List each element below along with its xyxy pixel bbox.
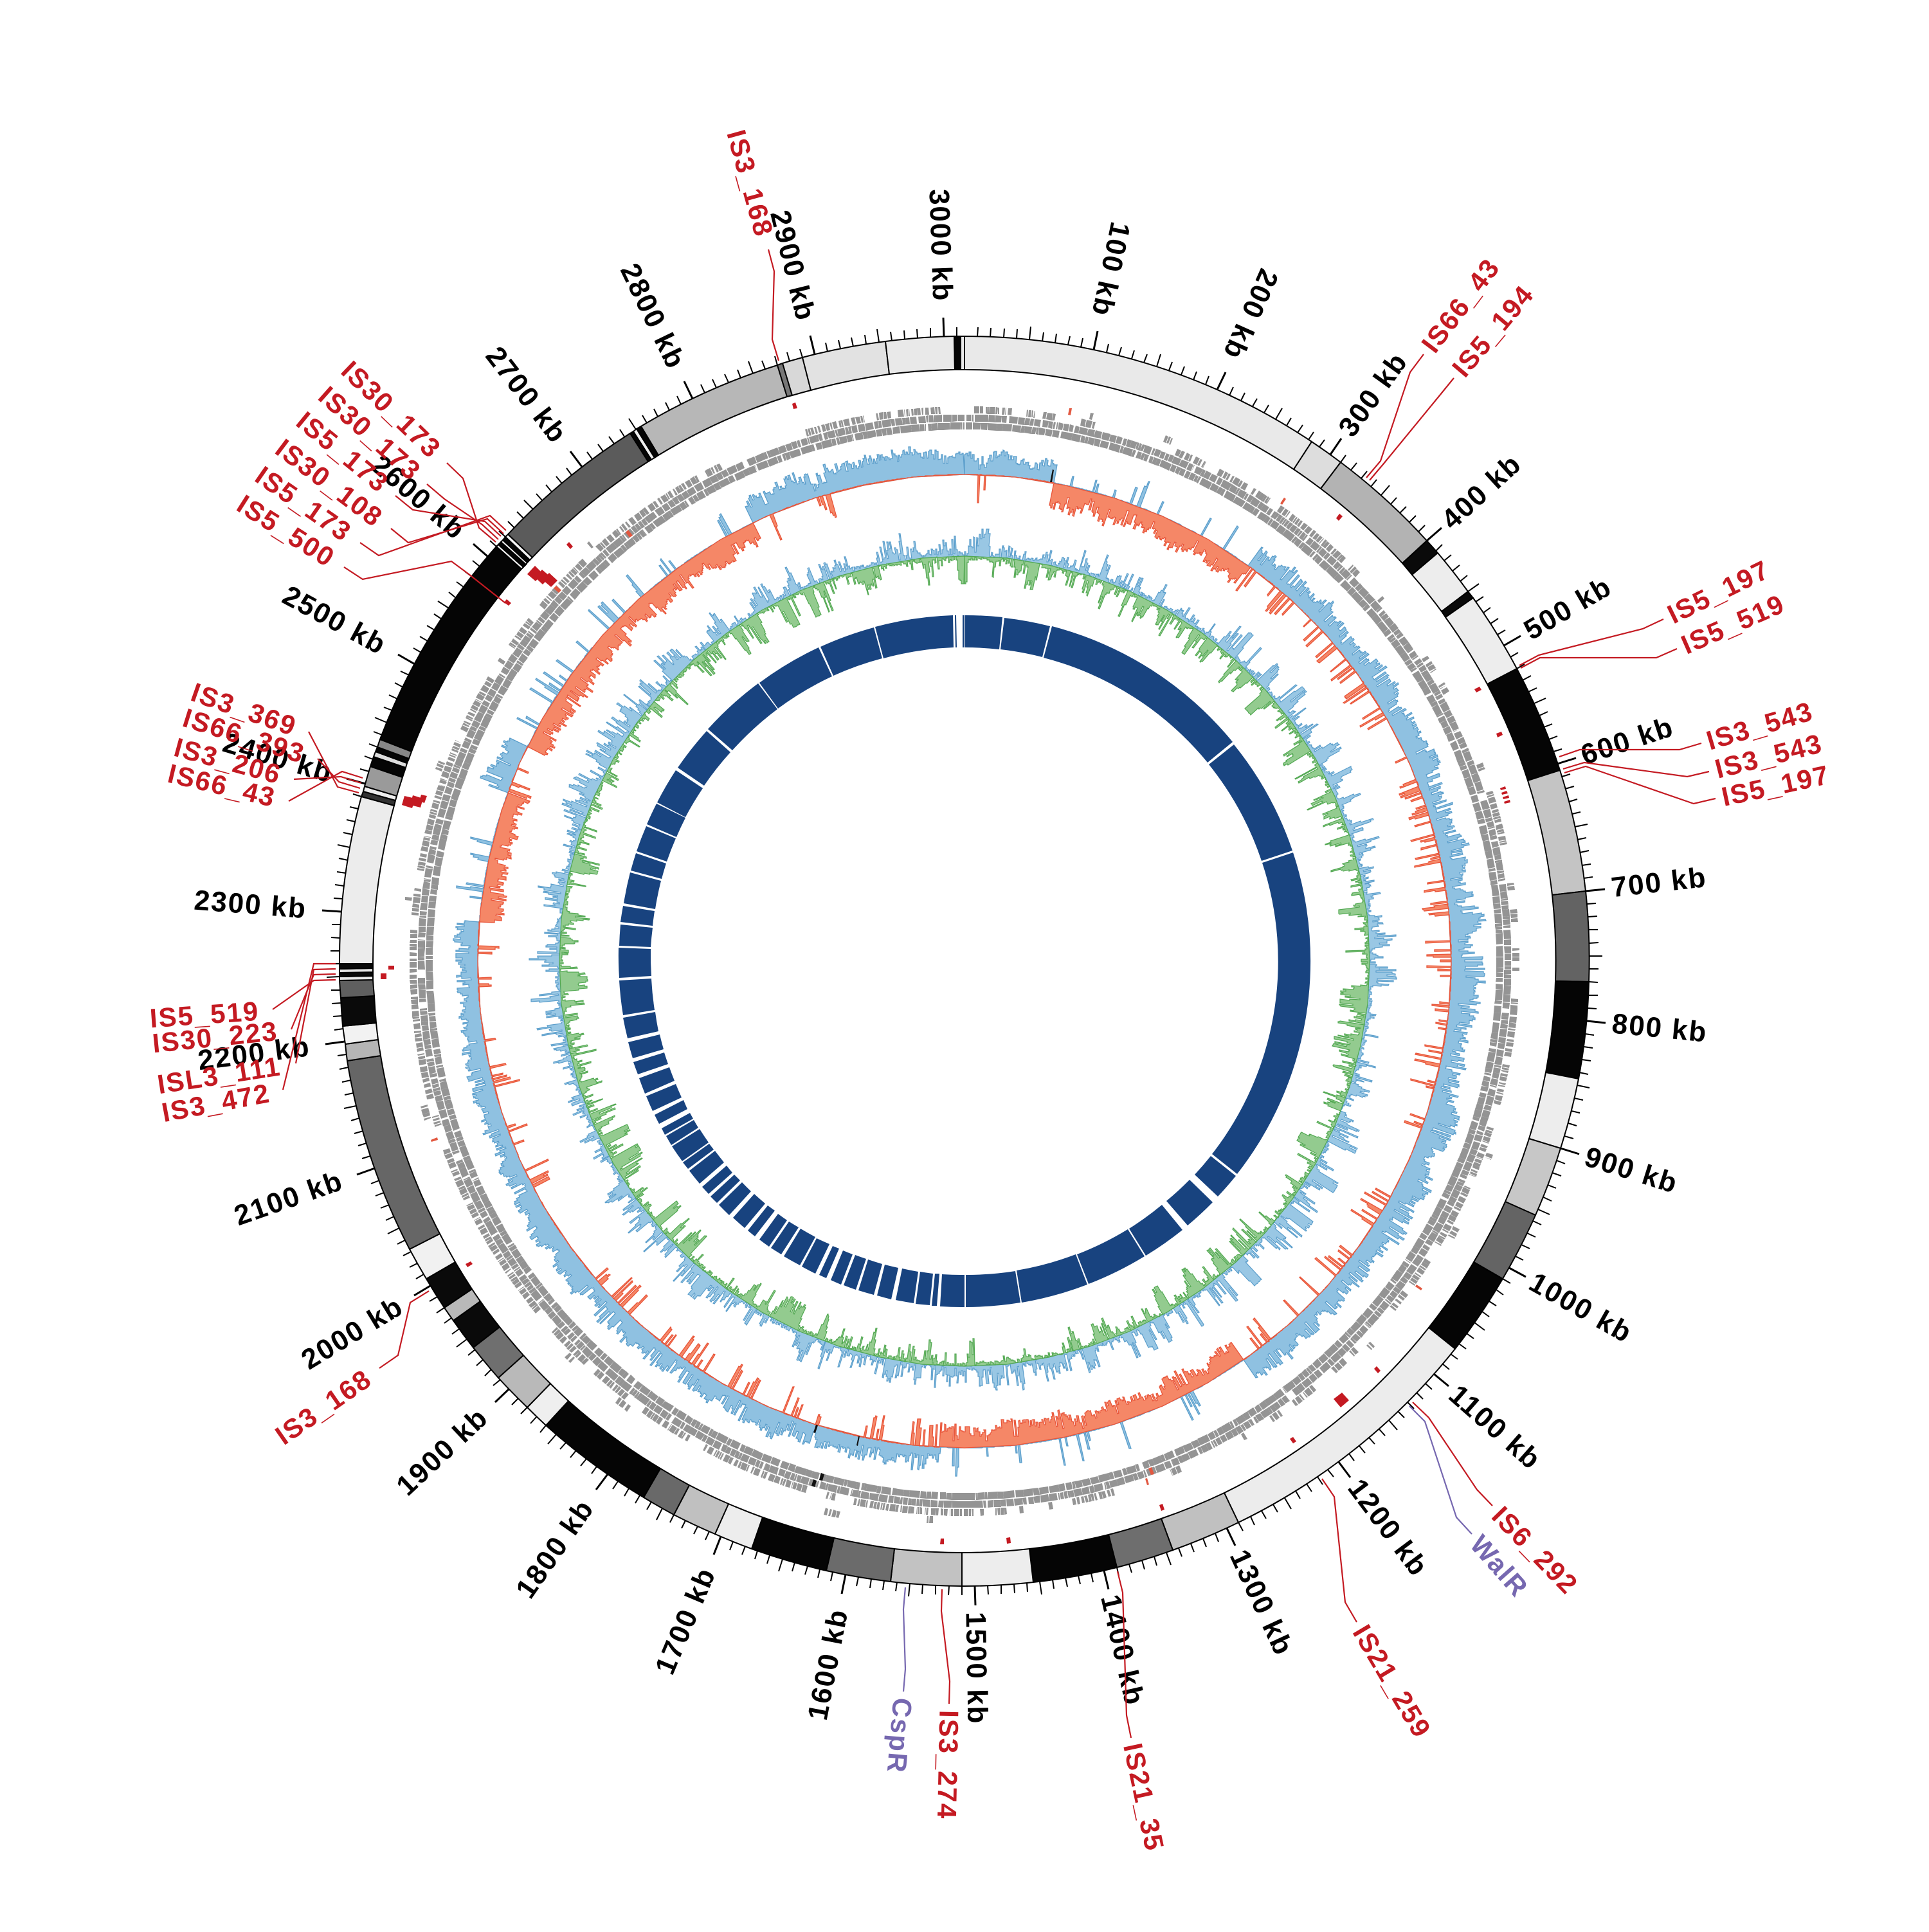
svg-text:1500 kb: 1500 kb xyxy=(960,1612,993,1725)
svg-text:CspR: CspR xyxy=(882,1697,918,1774)
svg-text:3000 kb: 3000 kb xyxy=(923,188,959,302)
svg-text:IS3_274: IS3_274 xyxy=(932,1710,964,1820)
